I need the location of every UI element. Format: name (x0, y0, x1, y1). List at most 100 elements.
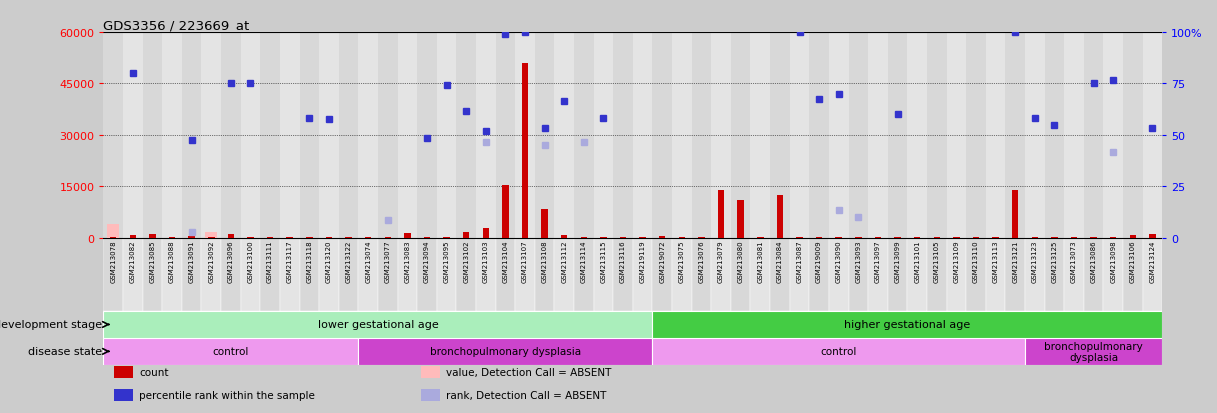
Bar (652, 338, 1025, 365)
Text: GSM213116: GSM213116 (619, 240, 626, 283)
Bar (770, 33, 790, 238)
Bar (267, 237, 274, 238)
Bar (613, 33, 633, 238)
Text: GSM213100: GSM213100 (247, 240, 253, 283)
Bar (103, 338, 358, 365)
Bar (280, 238, 299, 311)
Bar (424, 237, 430, 238)
Bar (338, 33, 358, 238)
Bar (130, 235, 136, 238)
Text: GSM213093: GSM213093 (856, 240, 862, 283)
Bar (1123, 238, 1143, 311)
Bar (555, 238, 574, 311)
Bar (241, 238, 260, 311)
Bar (319, 238, 338, 311)
Text: GSM213099: GSM213099 (894, 240, 901, 283)
Bar (103, 238, 123, 311)
Text: GSM213114: GSM213114 (581, 240, 587, 282)
Bar (476, 238, 495, 311)
Bar (542, 209, 548, 238)
Bar (947, 238, 966, 311)
Bar (776, 195, 783, 238)
Bar (338, 238, 358, 311)
Bar (790, 238, 809, 311)
Bar (1143, 33, 1162, 238)
Bar (848, 238, 868, 311)
Bar (1051, 237, 1058, 238)
Bar (1044, 238, 1064, 311)
Bar (691, 33, 711, 238)
Bar (927, 238, 947, 311)
Text: GSM213123: GSM213123 (1032, 240, 1038, 282)
Bar (1064, 238, 1084, 311)
Bar (770, 238, 790, 311)
Text: GSM213104: GSM213104 (503, 240, 509, 282)
Bar (358, 238, 378, 311)
Bar (652, 311, 1162, 338)
Text: value, Detection Call = ABSENT: value, Detection Call = ABSENT (447, 367, 612, 377)
Bar (169, 237, 175, 238)
Bar (365, 237, 371, 238)
Bar (947, 33, 966, 238)
Bar (1090, 237, 1097, 238)
Bar (1025, 238, 1044, 311)
Bar (1013, 190, 1019, 238)
Bar (378, 238, 398, 311)
Bar (142, 33, 162, 238)
Bar (404, 233, 410, 238)
Bar (691, 238, 711, 311)
Text: GSM213113: GSM213113 (993, 240, 999, 283)
Text: GSM213101: GSM213101 (914, 240, 920, 283)
Bar (672, 33, 691, 238)
Bar (1123, 33, 1143, 238)
Text: GSM213124: GSM213124 (1149, 240, 1155, 282)
Bar (809, 33, 829, 238)
Bar (421, 366, 441, 378)
Text: GSM213105: GSM213105 (933, 240, 940, 282)
Text: GSM213096: GSM213096 (228, 240, 234, 283)
Bar (1025, 33, 1044, 238)
Bar (1064, 33, 1084, 238)
Text: GSM213118: GSM213118 (307, 240, 313, 283)
Bar (462, 233, 470, 238)
Bar (307, 237, 313, 238)
Text: GSM213083: GSM213083 (404, 240, 410, 283)
Bar (887, 33, 908, 238)
Bar (162, 238, 181, 311)
Bar (757, 237, 763, 238)
Bar (868, 33, 887, 238)
Text: GSM213082: GSM213082 (130, 240, 136, 282)
Bar (162, 33, 181, 238)
Bar (123, 33, 142, 238)
Bar (437, 33, 456, 238)
Bar (972, 237, 980, 238)
Bar (561, 235, 567, 238)
Text: GSM213092: GSM213092 (208, 240, 214, 282)
Bar (639, 237, 646, 238)
Text: lower gestational age: lower gestational age (318, 320, 438, 330)
Text: GSM213076: GSM213076 (699, 240, 705, 283)
Bar (421, 389, 441, 401)
Bar (107, 224, 119, 238)
Bar (110, 237, 117, 238)
Bar (1032, 237, 1038, 238)
Text: disease state: disease state (28, 347, 102, 356)
Bar (574, 33, 594, 238)
Bar (894, 237, 901, 238)
Bar (887, 238, 908, 311)
Bar (208, 237, 214, 238)
Text: GSM219072: GSM219072 (660, 240, 666, 282)
Text: GDS3356 / 223669_at: GDS3356 / 223669_at (103, 19, 249, 32)
Bar (286, 237, 293, 238)
Text: GSM213090: GSM213090 (836, 240, 842, 283)
Bar (202, 238, 221, 311)
Text: GSM213110: GSM213110 (972, 240, 978, 283)
Bar (515, 33, 534, 238)
Bar (815, 237, 823, 238)
Text: GSM213120: GSM213120 (326, 240, 332, 282)
Bar (114, 366, 133, 378)
Bar (378, 33, 398, 238)
Bar (751, 33, 770, 238)
Bar (633, 33, 652, 238)
Bar (1104, 33, 1123, 238)
